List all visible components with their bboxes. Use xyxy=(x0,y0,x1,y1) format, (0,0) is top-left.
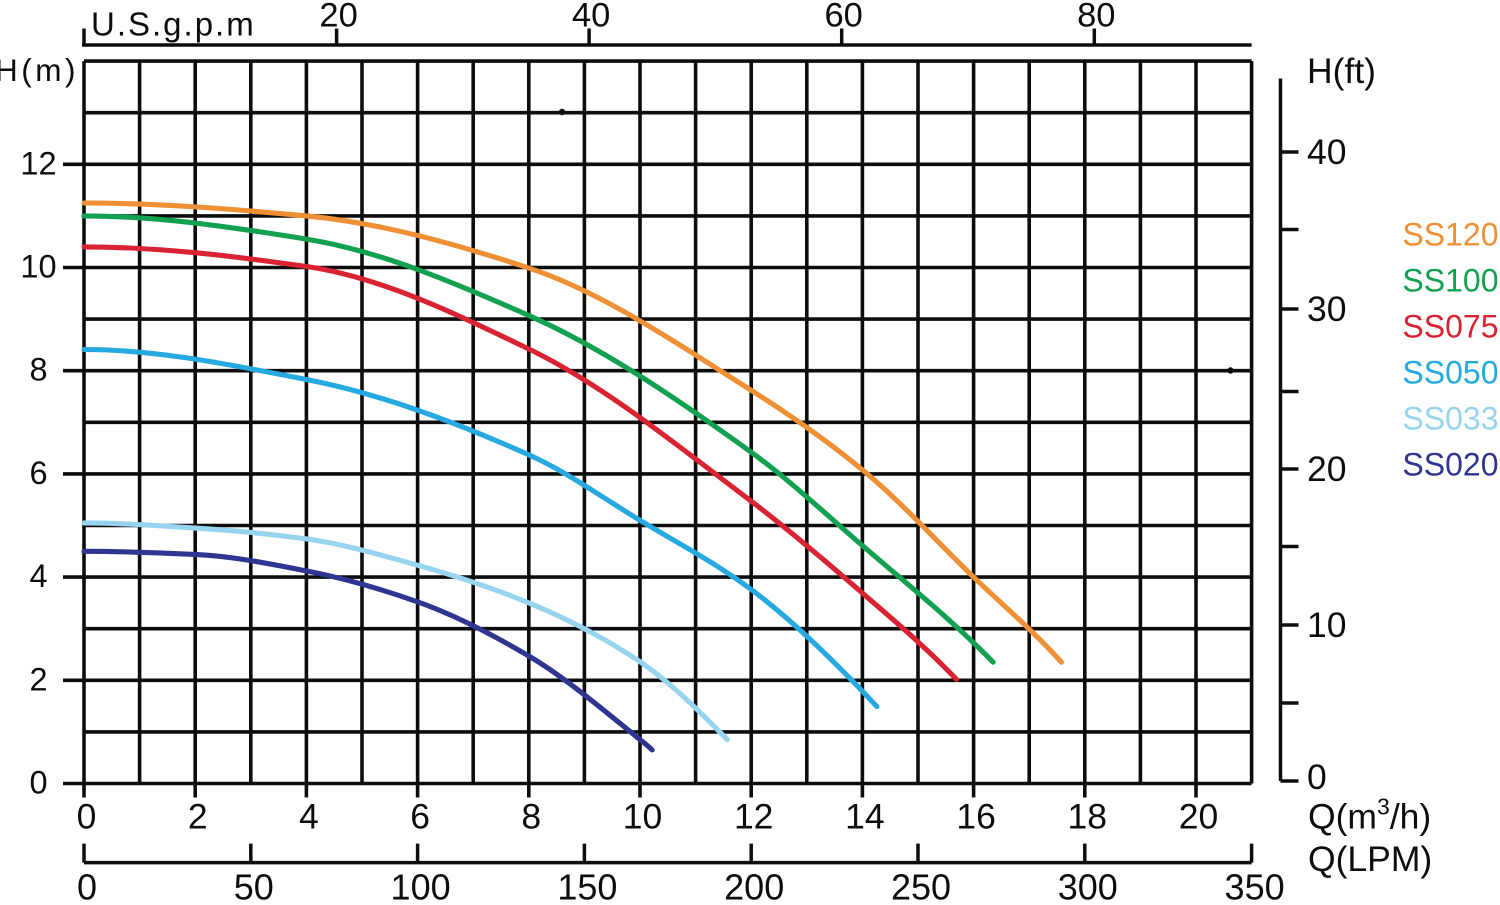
svg-text:10: 10 xyxy=(623,797,663,837)
svg-text:0: 0 xyxy=(77,867,97,901)
svg-text:16: 16 xyxy=(956,797,996,837)
svg-text:350: 350 xyxy=(1225,867,1285,901)
svg-text:2: 2 xyxy=(29,661,47,697)
svg-text:6: 6 xyxy=(410,797,430,837)
svg-text:0: 0 xyxy=(29,765,47,801)
svg-text:50: 50 xyxy=(234,867,274,901)
svg-text:10: 10 xyxy=(1307,605,1347,645)
svg-text:18: 18 xyxy=(1068,797,1108,837)
svg-text:150: 150 xyxy=(557,867,617,901)
svg-text:8: 8 xyxy=(29,352,47,388)
svg-text:8: 8 xyxy=(521,797,541,837)
svg-text:0: 0 xyxy=(77,797,97,837)
svg-text:6: 6 xyxy=(29,455,47,491)
svg-text:Q(m3/h): Q(m3/h) xyxy=(1308,794,1431,837)
svg-text:H(ft): H(ft) xyxy=(1307,51,1376,91)
svg-text:SS075: SS075 xyxy=(1402,308,1498,344)
svg-text:20: 20 xyxy=(319,0,357,34)
svg-text:SS100: SS100 xyxy=(1402,262,1498,298)
svg-text:20: 20 xyxy=(1307,449,1347,489)
svg-text:250: 250 xyxy=(891,867,951,901)
svg-text:U.S.g.p.m: U.S.g.p.m xyxy=(91,6,256,43)
svg-text:30: 30 xyxy=(1307,289,1347,329)
svg-text:200: 200 xyxy=(724,867,784,901)
svg-text:SS033: SS033 xyxy=(1402,400,1498,436)
svg-text:4: 4 xyxy=(299,797,319,837)
svg-text:12: 12 xyxy=(20,145,56,181)
svg-text:12: 12 xyxy=(734,797,774,837)
svg-text:300: 300 xyxy=(1058,867,1118,901)
svg-text:80: 80 xyxy=(1077,0,1115,34)
svg-text:H(m): H(m) xyxy=(0,52,79,88)
svg-text:100: 100 xyxy=(391,867,451,901)
svg-text:20: 20 xyxy=(1179,797,1219,837)
svg-text:Q(LPM): Q(LPM) xyxy=(1308,839,1432,879)
svg-text:0: 0 xyxy=(1307,757,1327,797)
svg-text:10: 10 xyxy=(20,249,56,285)
svg-text:SS120: SS120 xyxy=(1402,216,1498,252)
svg-text:40: 40 xyxy=(572,0,610,34)
svg-text:SS020: SS020 xyxy=(1402,446,1498,482)
svg-text:4: 4 xyxy=(29,558,47,594)
svg-text:14: 14 xyxy=(845,797,885,837)
svg-text:40: 40 xyxy=(1307,132,1347,172)
svg-text:SS050: SS050 xyxy=(1402,354,1498,390)
svg-text:60: 60 xyxy=(825,0,863,34)
svg-text:2: 2 xyxy=(188,797,208,837)
